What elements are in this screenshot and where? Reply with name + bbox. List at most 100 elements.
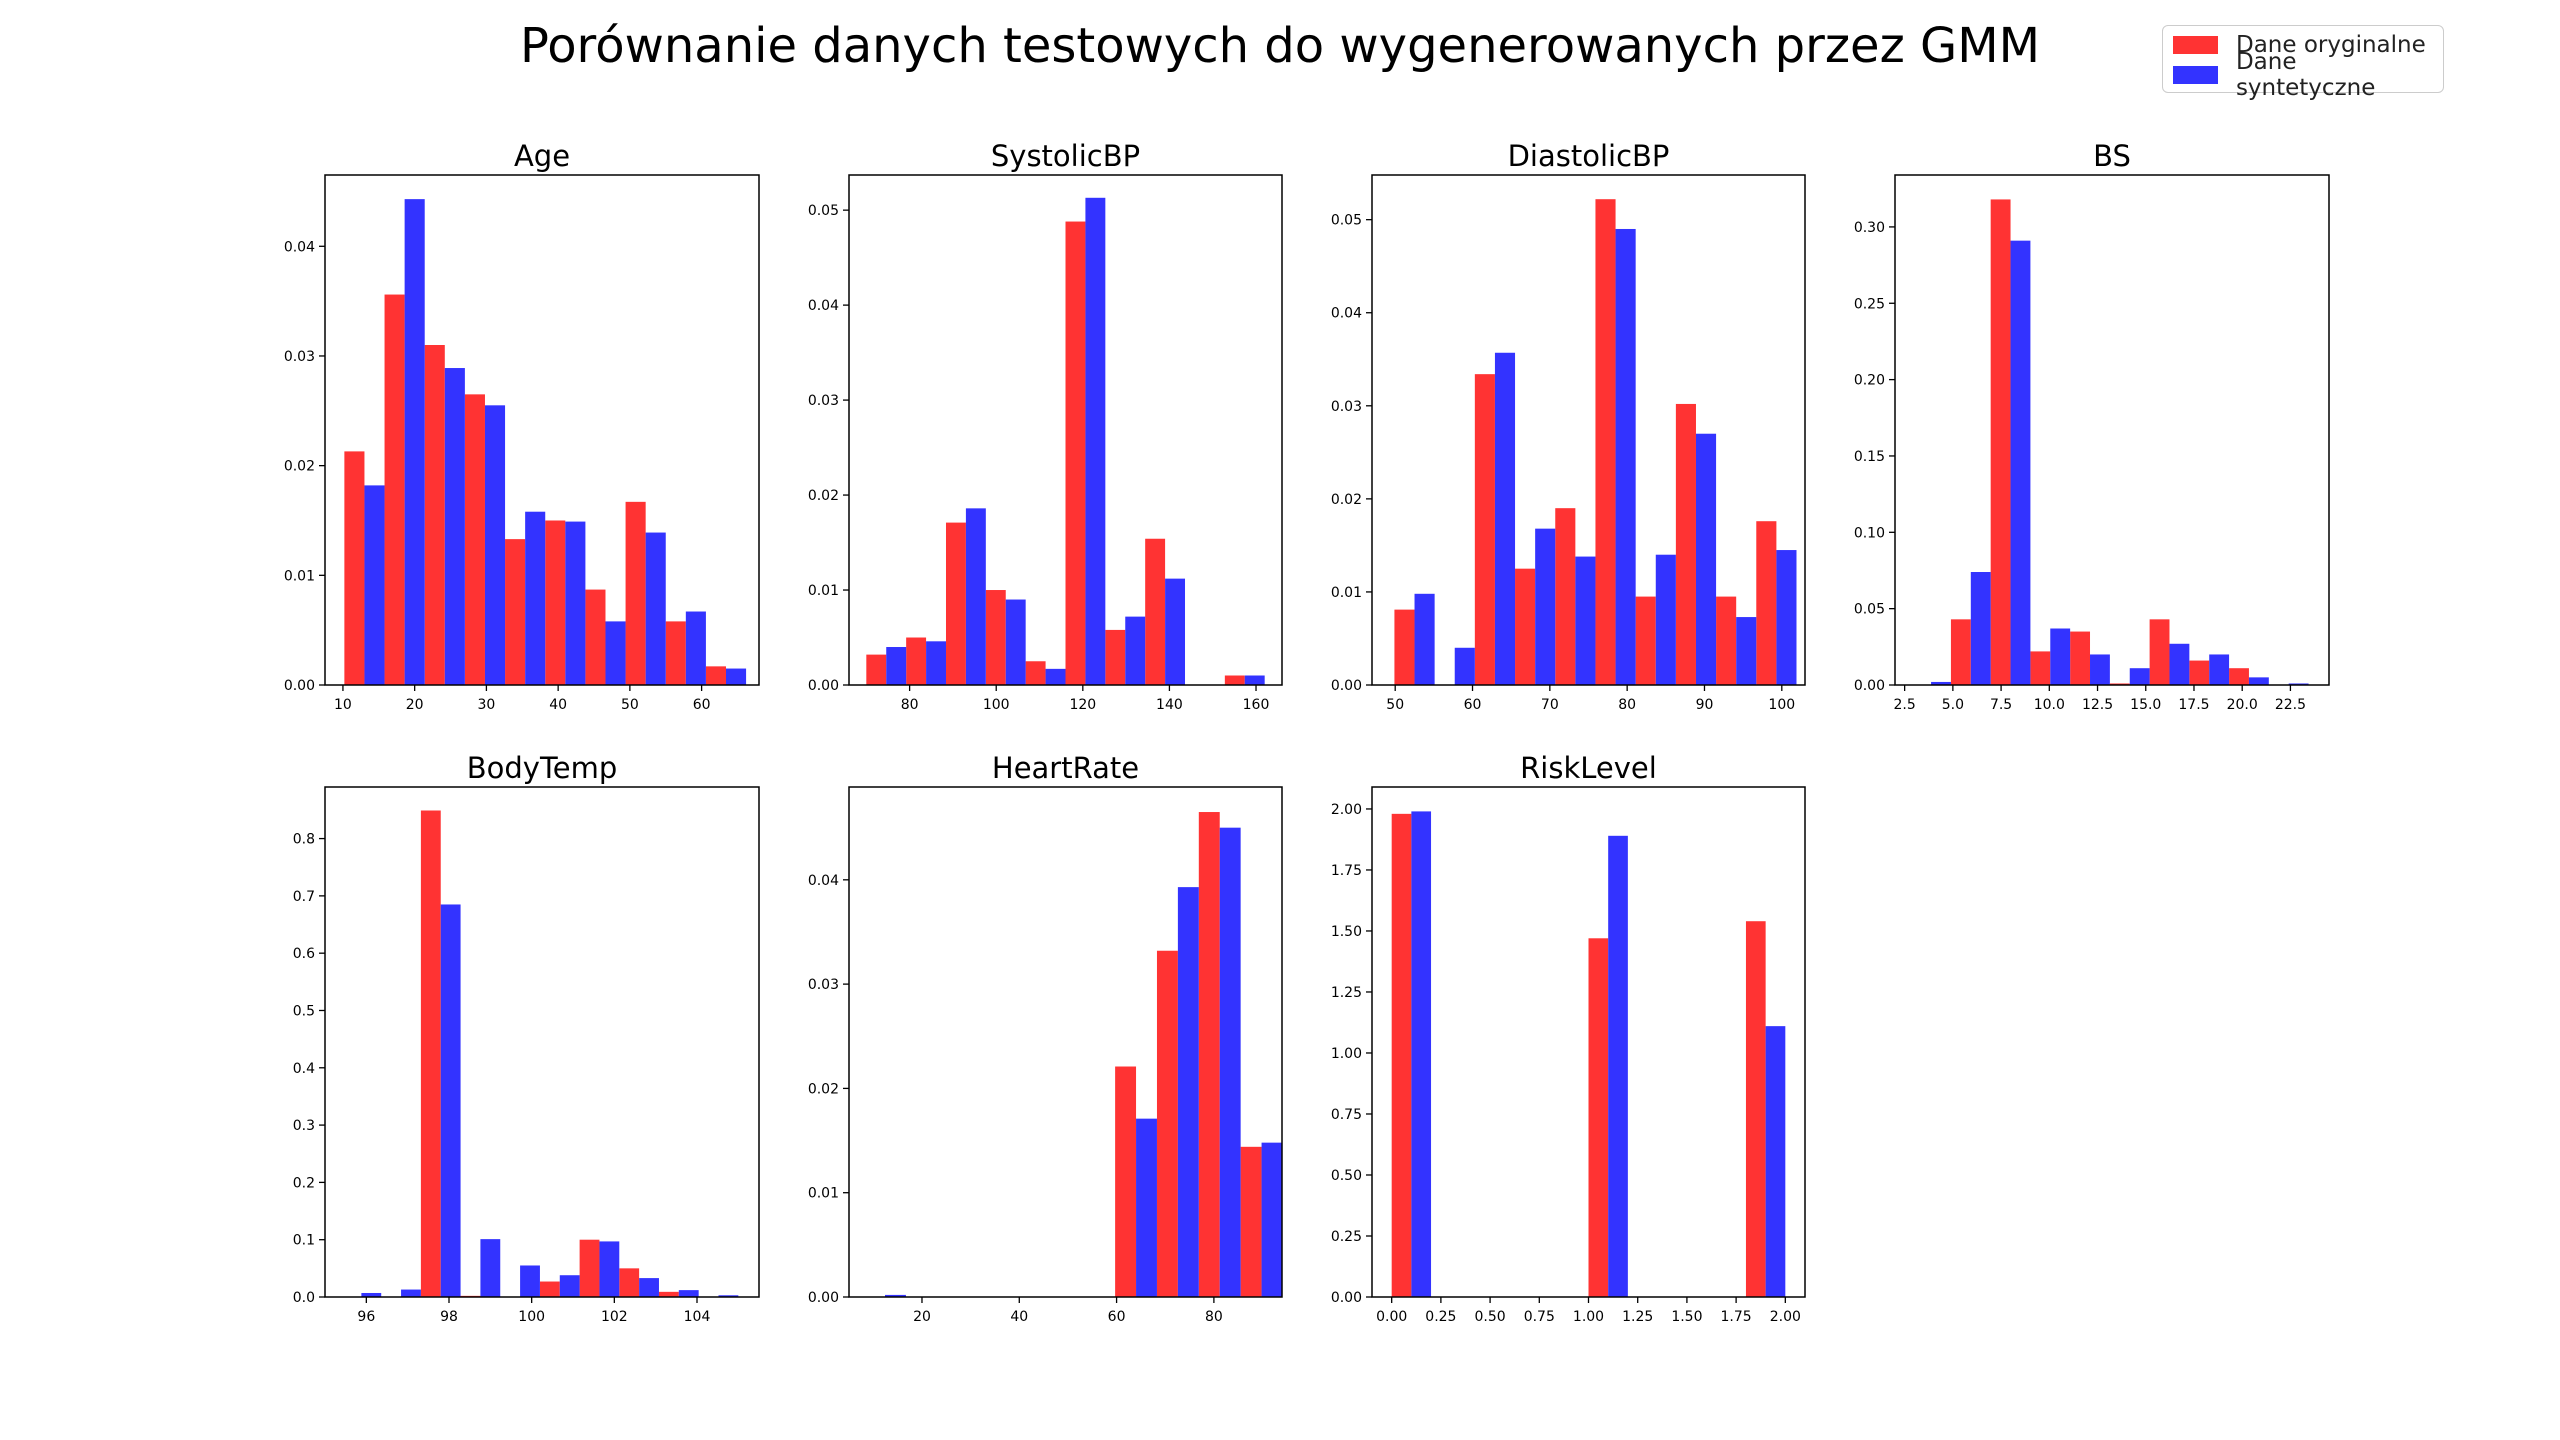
- axes-frame: [1894, 174, 2330, 686]
- bar: [1595, 199, 1616, 685]
- bar: [1224, 675, 1245, 685]
- x-tick-label: 100: [518, 1309, 545, 1325]
- x-tick-label: 60: [693, 697, 711, 713]
- bar: [1765, 1026, 1786, 1297]
- y-tick-label: 0.02: [808, 488, 839, 504]
- bar: [1165, 578, 1186, 685]
- y-tick-label: 0.25: [1854, 296, 1885, 312]
- x-tick-label: 102: [601, 1309, 628, 1325]
- bar: [344, 451, 365, 685]
- x-tick-label: 0.00: [1376, 1309, 1407, 1325]
- y-tick-label: 0.2: [293, 1175, 315, 1191]
- bar: [1156, 950, 1178, 1297]
- bar: [1105, 629, 1126, 685]
- chart-bodytemp: 96 98 100 102 104 0.0 0.1 0.2 0.3 0.4 0.5 0.6 0.7 0.8…: [293, 751, 760, 1325]
- axes-frame: [1371, 174, 1806, 686]
- x-tick-label: 60: [1108, 1309, 1126, 1325]
- bar: [2189, 660, 2210, 685]
- chart-diastolicbp: 50 60 70 80 90 100 0.00 0.01 0.02 0.03 0.04 0.05 Dia…: [1331, 139, 1806, 713]
- y-tick-label: 0.50: [1331, 1168, 1362, 1184]
- bar: [1655, 554, 1676, 685]
- bar: [619, 1268, 640, 1297]
- chart-title: DiastolicBP: [1508, 139, 1670, 173]
- bar: [2070, 631, 2091, 685]
- bar: [1145, 538, 1166, 685]
- x-tick-label: 96: [357, 1309, 375, 1325]
- bar: [559, 1275, 580, 1297]
- bar: [579, 1239, 600, 1297]
- bar: [1261, 1142, 1283, 1297]
- bar: [1736, 617, 1757, 685]
- y-tick-label: 0.75: [1331, 1107, 1362, 1123]
- bar: [2209, 654, 2230, 685]
- bar: [1494, 352, 1516, 685]
- bar: [1515, 568, 1536, 685]
- y-tick-label: 0.04: [284, 239, 315, 255]
- x-tick-label: 20: [406, 697, 424, 713]
- bar: [520, 1265, 540, 1297]
- x-tick-label: 20.0: [2227, 697, 2258, 713]
- bar: [625, 501, 646, 685]
- chart-bs: 2.5 5.0 7.5 10.0 12.5 15.0 17.5 20.0 22.5 0.00 0.0…: [1854, 139, 2330, 713]
- bar: [1990, 199, 2011, 685]
- bar: [1244, 675, 1265, 685]
- bar: [1608, 835, 1628, 1297]
- bar: [705, 666, 727, 685]
- x-tick-label: 0.75: [1524, 1309, 1555, 1325]
- y-tick-label: 0.03: [284, 349, 315, 365]
- y-tick-label: 0.25: [1331, 1229, 1362, 1245]
- y-tick-label: 0.01: [808, 1186, 839, 1202]
- bar: [525, 511, 546, 685]
- bar: [2090, 654, 2110, 685]
- x-tick-label: 100: [1768, 697, 1795, 713]
- x-tick-label: 7.5: [1990, 697, 2012, 713]
- chart-title: RiskLevel: [1520, 751, 1657, 785]
- bar: [480, 1239, 501, 1297]
- bar: [718, 1295, 739, 1297]
- bar: [565, 521, 586, 685]
- chart-age: 10 20 30 40 50 60 0.00 0.01 0.02 0.03 0.04 Age: [284, 139, 760, 713]
- y-tick-label: 0.02: [1331, 492, 1362, 508]
- x-tick-label: 1.25: [1622, 1309, 1653, 1325]
- y-tick-label: 1.00: [1331, 1046, 1362, 1062]
- x-tick-label: 140: [1156, 697, 1183, 713]
- x-tick-label: 30: [477, 697, 495, 713]
- x-tick-label: 80: [1205, 1309, 1223, 1325]
- x-tick-label: 100: [983, 697, 1010, 713]
- bar: [1675, 403, 1696, 685]
- bar: [1745, 921, 1766, 1297]
- y-tick-label: 0.10: [1854, 525, 1885, 541]
- x-tick-label: 0.25: [1425, 1309, 1456, 1325]
- bar: [2248, 677, 2269, 685]
- y-tick-label: 0.05: [808, 203, 839, 219]
- bar: [1177, 887, 1199, 1297]
- legend-swatch-original: [2173, 36, 2218, 54]
- bar: [1085, 197, 1106, 686]
- bar: [1414, 593, 1435, 685]
- y-tick-label: 0.15: [1854, 449, 1885, 465]
- bar: [1776, 550, 1797, 685]
- bar: [2109, 683, 2130, 685]
- bar: [539, 1281, 560, 1297]
- chart-systolicbp: 80 100 120 140 160 0.00 0.01 0.02 0.03 0.04 0.05 Sy…: [808, 139, 1283, 713]
- axes-frame: [848, 174, 1283, 686]
- x-tick-label: 1.00: [1573, 1309, 1604, 1325]
- bar: [1394, 609, 1415, 685]
- bar: [965, 508, 986, 685]
- bar: [639, 1278, 659, 1297]
- y-tick-label: 0.00: [808, 1290, 839, 1306]
- y-tick-label: 0.02: [808, 1081, 839, 1097]
- axes-frame: [324, 174, 760, 686]
- x-tick-label: 70: [1541, 697, 1559, 713]
- bar: [2030, 651, 2051, 685]
- bar: [1391, 813, 1412, 1297]
- bar: [1588, 938, 1609, 1297]
- x-tick-label: 160: [1243, 697, 1270, 713]
- y-tick-label: 2.00: [1331, 802, 1362, 818]
- bar: [1716, 596, 1737, 685]
- legend-entry-synthetic: Dane syntetyczne: [2173, 49, 2443, 101]
- y-tick-label: 0.0: [293, 1290, 315, 1306]
- legend-label-original: Dane oryginalne: [2236, 32, 2426, 58]
- y-tick-label: 1.75: [1331, 863, 1362, 879]
